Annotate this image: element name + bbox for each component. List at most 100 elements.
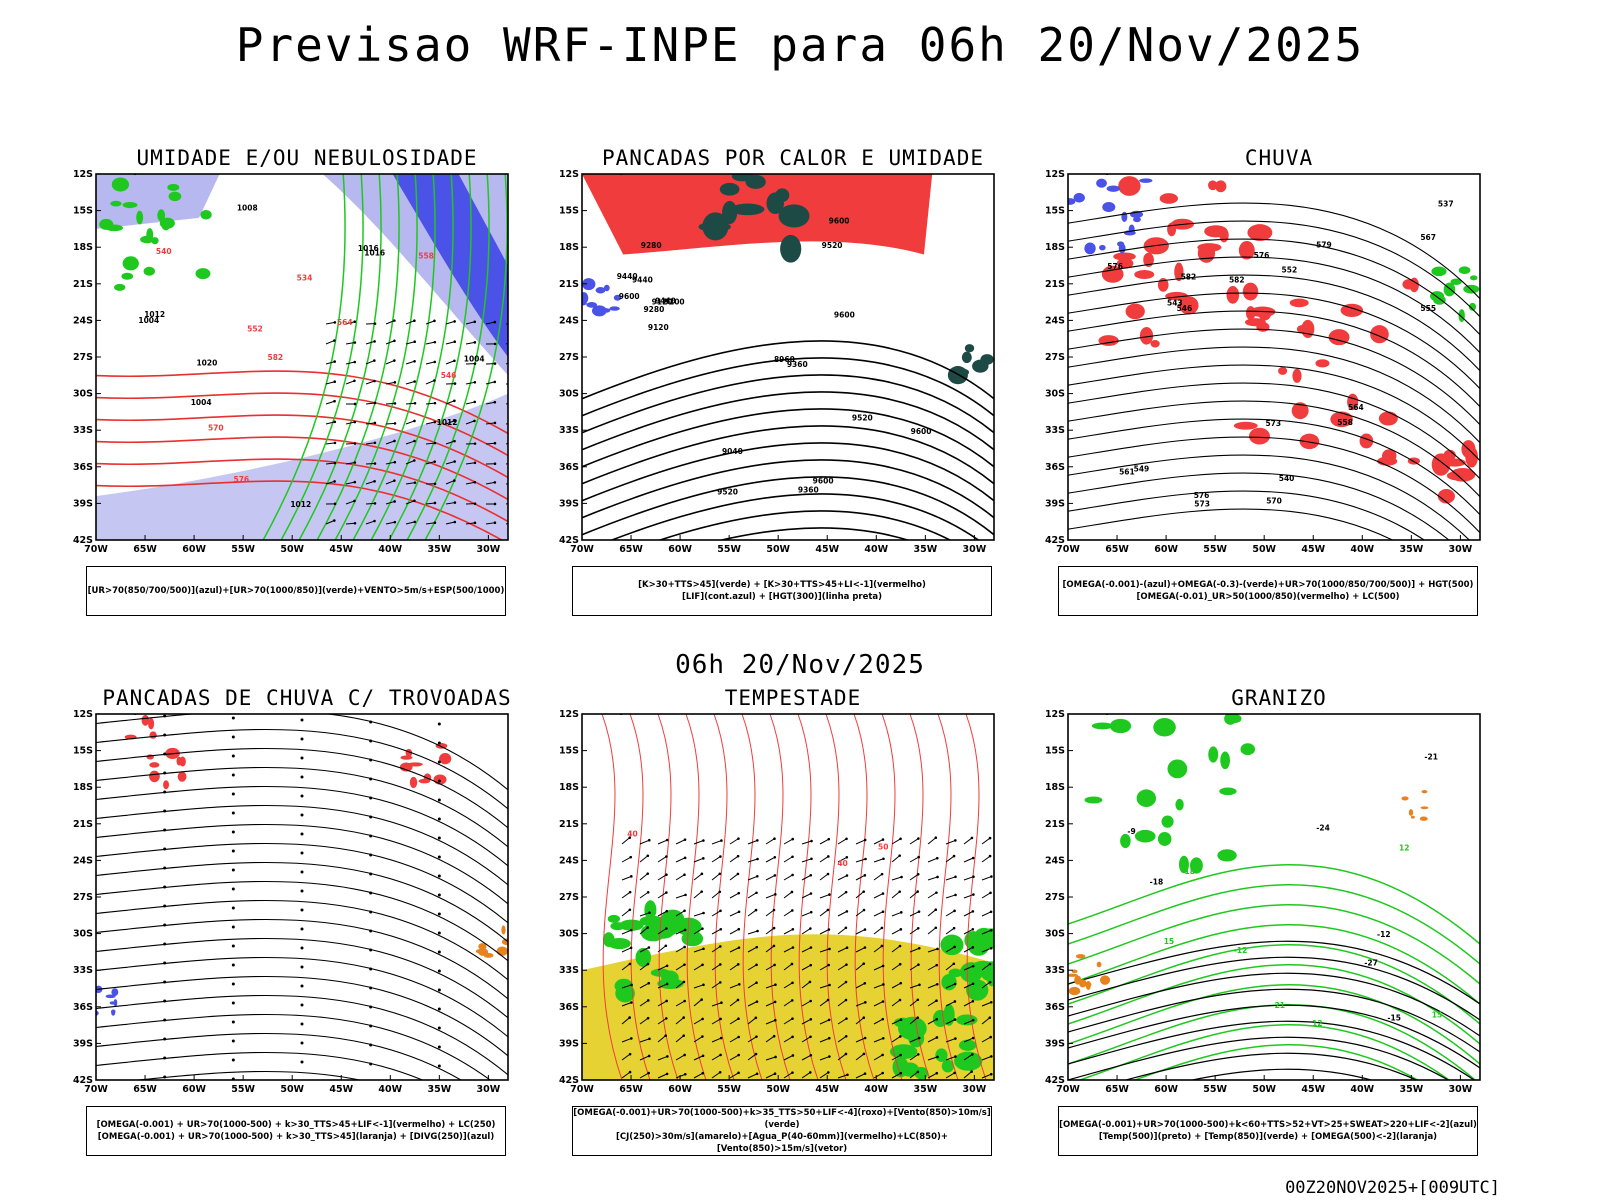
wind-vector: [891, 891, 901, 899]
streamline-arrow: [163, 866, 167, 870]
wind-vector: [675, 1054, 685, 1061]
wind-arrow: [485, 321, 495, 325]
wind-vector-head: [970, 1070, 973, 1073]
base-map: [131, 714, 420, 716]
wind-vector-head: [935, 1036, 939, 1039]
wind-arrow-head: [493, 481, 497, 484]
wind-vector-head: [646, 890, 650, 894]
wind850-area: [977, 940, 994, 949]
wind-vector: [819, 856, 829, 863]
wind-vector: [909, 838, 919, 845]
green-blob: [1134, 829, 1156, 843]
orange-area: [483, 952, 494, 958]
wind-vector-head: [971, 856, 975, 860]
thunder-area: [409, 776, 418, 789]
streamline-arrow: [163, 1075, 167, 1079]
contour-label: 15: [1164, 937, 1174, 946]
wind-vector: [693, 928, 703, 935]
base-map: [131, 174, 420, 176]
wind-vector-head: [737, 891, 741, 895]
wind-vector: [837, 999, 847, 1007]
streamline-arrow: [437, 760, 441, 764]
streamline-arrow: [231, 811, 235, 815]
contour-label: 555: [1420, 304, 1436, 313]
lat-tick-label: 15S: [73, 206, 93, 217]
hgt500-contour: [1068, 274, 1480, 372]
wind-vector-head: [737, 927, 741, 931]
streamline-arrow: [437, 931, 441, 935]
humidity-contour: [388, 174, 472, 540]
wind-vector: [693, 840, 704, 845]
wind-arrow-head: [453, 340, 457, 344]
wind-vector-head: [683, 856, 687, 860]
jet-area: [582, 934, 994, 1080]
wind-arrow-head: [393, 460, 397, 464]
streamline-arrow: [369, 739, 373, 743]
wind-vector-head: [827, 1018, 831, 1022]
wind-vector-head: [772, 926, 776, 930]
wind-vector-head: [665, 873, 668, 876]
k-index-area: [953, 368, 970, 376]
wind-vector-head: [916, 998, 920, 1002]
wind-vector: [855, 839, 866, 845]
wind-arrow: [365, 520, 375, 525]
wind-vector-head: [702, 911, 705, 915]
moist-area-south: [96, 393, 508, 540]
legend-line: [OMEGA(-0.001)-(azul)+OMEGA(-0.3)-(verde…: [1062, 580, 1474, 590]
lat-tick-label: 15S: [559, 746, 579, 757]
streamline: [96, 714, 508, 791]
lc850-line: [713, 714, 735, 1080]
wind-arrow-head: [433, 501, 437, 505]
omega500-area: [1420, 806, 1429, 810]
wind-vector-head: [828, 1055, 831, 1058]
temp500-contour: [1189, 1068, 1373, 1080]
wind-arrow-head: [353, 379, 356, 383]
legend-line: [OMEGA(-0.001)+UR>70(1000-500)+k<60+TTS>…: [1059, 1120, 1477, 1130]
legend-umidade: [UR>70(850/700/500)](azul)+[UR>70(1000/8…: [86, 566, 506, 616]
wind-vector: [963, 1037, 974, 1043]
contour-label: 9440: [632, 276, 653, 285]
rain-area: [1139, 326, 1154, 345]
wind-arrow: [425, 522, 435, 525]
rain-area: [1328, 329, 1350, 346]
wind-vector-head: [971, 1000, 975, 1003]
contour-label: 9040: [722, 447, 743, 456]
wind-vector-head: [790, 890, 794, 894]
wind-arrow-head: [433, 360, 437, 364]
streamline-arrow: [231, 868, 235, 872]
wind-vector: [837, 1018, 847, 1025]
wind-vector: [657, 945, 667, 953]
wind-vector: [855, 1053, 865, 1061]
temp850-contour: [1068, 884, 1480, 965]
wind-vector: [747, 1001, 758, 1007]
thunder-area: [149, 731, 157, 739]
panel-granizo: GRANIZO -9 -12 -15 -18 -21 -24 -27 -12 15 18 21 12 1…: [1034, 686, 1524, 1176]
wind-vector-head: [647, 1071, 650, 1075]
lat-tick-label: 24S: [73, 315, 93, 326]
wind-vector: [891, 1054, 901, 1061]
wind-vector-head: [953, 982, 957, 986]
lat-tick-label: 27S: [559, 352, 579, 363]
wind-vector-head: [988, 980, 992, 984]
lat-tick-label: 30S: [73, 389, 93, 400]
wind-vector: [711, 1018, 721, 1025]
wind-vector-head: [791, 909, 794, 912]
wind-vector: [801, 928, 811, 935]
wind-arrow: [465, 321, 475, 325]
contour-label: 576: [1194, 491, 1210, 500]
thunder-area: [148, 718, 155, 730]
wind-arrow: [405, 360, 415, 365]
wind-vector: [873, 1072, 883, 1079]
streamline-arrow: [231, 1058, 235, 1062]
border-line: [335, 174, 337, 175]
lat-tick-label: 42S: [1045, 1075, 1065, 1086]
wind-arrow-head: [353, 461, 357, 464]
wind850-area: [980, 928, 994, 942]
wind-vector: [837, 838, 847, 845]
wind-vector: [837, 910, 848, 917]
rain-area: [1289, 298, 1309, 308]
wind-arrow: [445, 400, 455, 405]
temp500-contour: [1068, 956, 1480, 1021]
omega500-area: [1419, 816, 1428, 821]
wind-vector: [621, 963, 631, 971]
